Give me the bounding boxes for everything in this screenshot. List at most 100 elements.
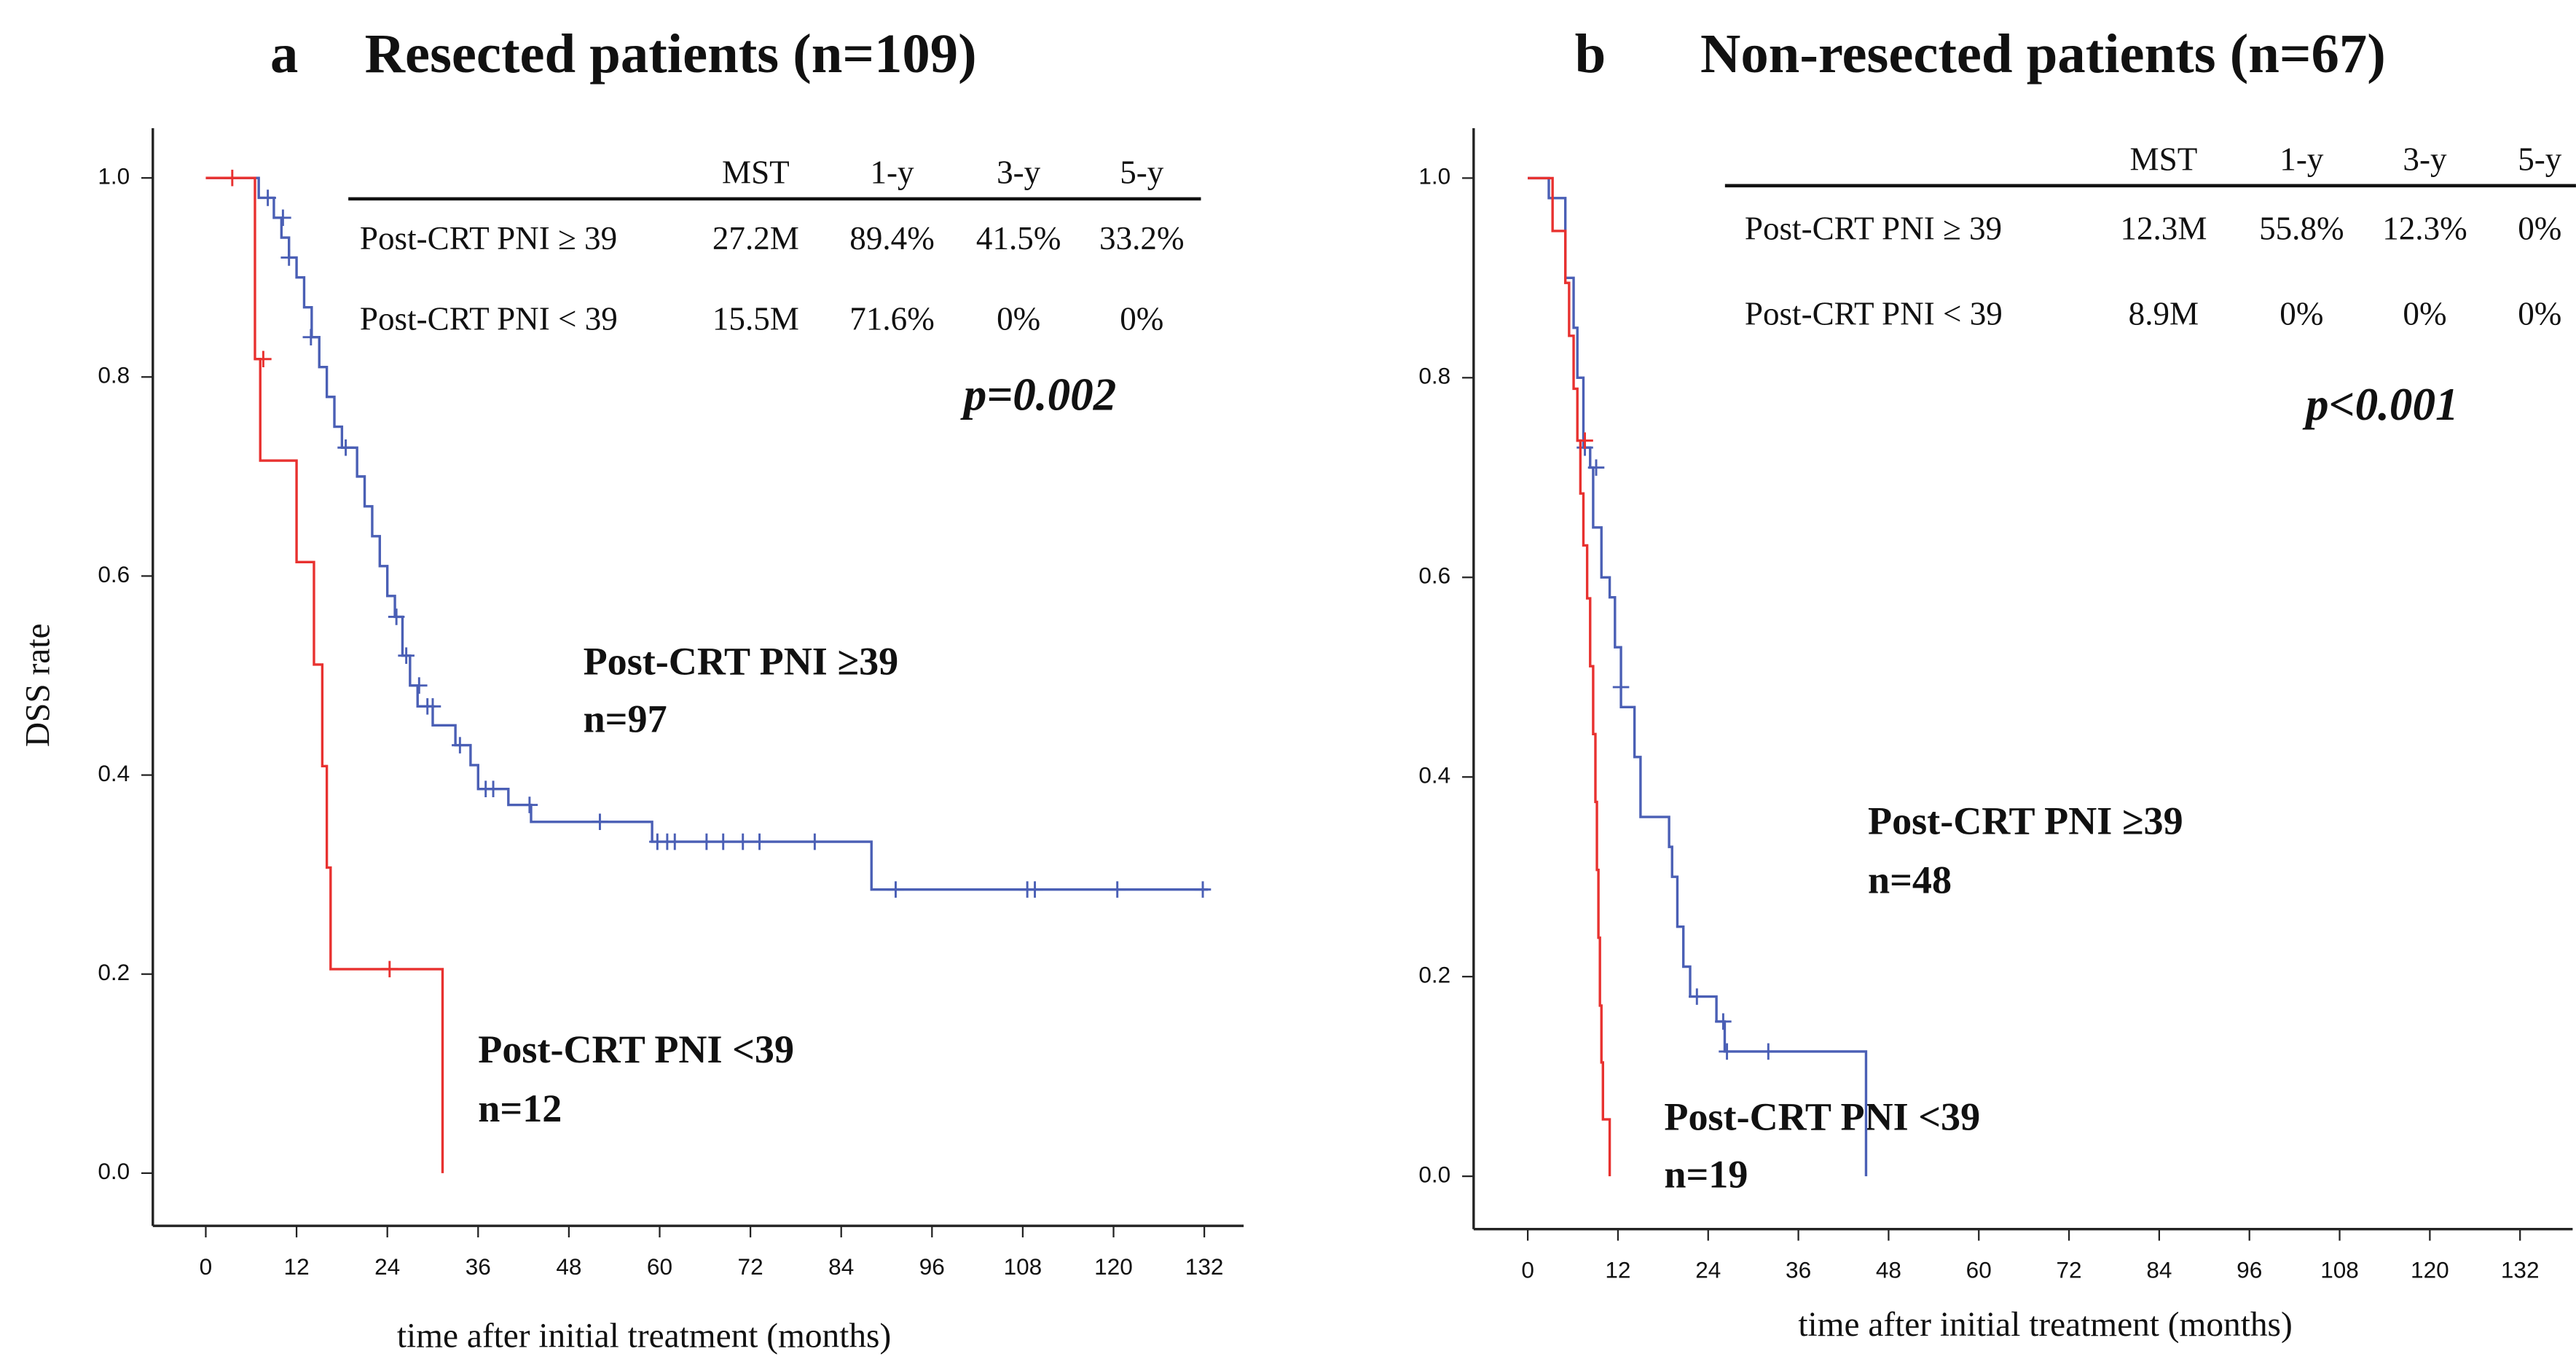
censor-mark [452, 737, 468, 754]
x-tick-label: 12 [284, 1253, 310, 1280]
annotation: n=19 [1664, 1152, 1748, 1196]
y-tick-label: 1.0 [1418, 163, 1450, 189]
x-tick-label: 48 [556, 1253, 581, 1280]
censor-mark [1612, 678, 1630, 696]
y-axis-label: DSS rate [19, 624, 57, 748]
survival-curve [205, 176, 1209, 891]
table-row-label: Post-CRT PNI ≥ 39 [360, 220, 617, 257]
table-cell: 15.5M [712, 300, 799, 337]
y-tick-label: 0.4 [1418, 762, 1450, 788]
table-header: 3-y [2403, 141, 2447, 178]
censor-mark [1576, 432, 1593, 449]
table-header: 1-y [870, 154, 914, 191]
x-tick-label: 0 [200, 1253, 213, 1280]
censor-mark [666, 833, 683, 850]
x-tick-label: 72 [738, 1253, 763, 1280]
censor-mark [1719, 1043, 1735, 1060]
censor-mark [388, 608, 405, 625]
censor-mark [255, 351, 272, 368]
censor-mark [521, 796, 538, 813]
censor-mark [381, 960, 398, 978]
x-tick-label: 0 [1521, 1257, 1534, 1283]
table-header: 5-y [1120, 154, 1164, 191]
x-tick-label: 120 [1094, 1253, 1133, 1280]
p-value: p<0.001 [2302, 379, 2459, 430]
y-tick-label: 0.8 [98, 362, 130, 388]
x-tick-label: 72 [2057, 1257, 2082, 1283]
table-cell: 8.9M [2129, 296, 2199, 332]
censor-mark [411, 677, 428, 694]
table-header: 5-y [2518, 141, 2562, 178]
x-axis-label: time after initial treatment (months) [397, 1318, 891, 1355]
table-cell: 0% [2279, 296, 2323, 332]
censor-mark [424, 698, 441, 715]
censor-mark [751, 833, 768, 850]
censor-mark [302, 329, 320, 345]
censor-mark [1760, 1043, 1777, 1060]
table-cell: 0% [1120, 300, 1163, 337]
x-tick-label: 120 [2411, 1257, 2449, 1283]
annotation: n=97 [584, 697, 667, 741]
table-header: 1-y [2279, 141, 2324, 178]
censor-mark [1715, 1013, 1732, 1030]
table-cell: 0% [2518, 296, 2561, 332]
x-tick-label: 60 [1966, 1257, 1992, 1283]
censor-mark [1109, 881, 1126, 898]
censor-mark [1026, 881, 1043, 898]
table-cell: 12.3M [2120, 210, 2207, 246]
censor-mark [715, 833, 731, 850]
x-axis-label: time after initial treatment (months) [1798, 1306, 2292, 1344]
y-tick-label: 0.0 [98, 1158, 130, 1184]
annotation: Post-CRT PNI <39 [478, 1028, 794, 1071]
x-tick-label: 84 [828, 1253, 854, 1280]
censor-mark [806, 833, 823, 850]
y-tick-label: 0.8 [1418, 363, 1450, 389]
x-tick-label: 24 [1695, 1257, 1721, 1283]
panel-letter: b [1575, 23, 1606, 85]
survival-curve [1528, 176, 1868, 1177]
censor-mark [1688, 988, 1705, 1005]
table-cell: 0% [2518, 210, 2561, 246]
x-tick-label: 96 [2237, 1257, 2262, 1283]
x-tick-label: 24 [374, 1253, 400, 1280]
x-tick-label: 36 [466, 1253, 491, 1280]
x-tick-label: 132 [2501, 1257, 2540, 1283]
table-cell: 12.3% [2382, 210, 2467, 246]
table-header: MST [2130, 141, 2198, 178]
y-tick-label: 1.0 [98, 163, 130, 189]
censor-mark [734, 833, 751, 850]
p-value: p=0.002 [960, 369, 1117, 420]
annotation: n=48 [1868, 858, 1952, 902]
annotation: Post-CRT PNI ≥39 [584, 640, 899, 684]
censor-mark [887, 881, 904, 898]
table-row-label: Post-CRT PNI < 39 [360, 300, 618, 337]
annotation: Post-CRT PNI <39 [1664, 1095, 1980, 1138]
table-cell: 33.2% [1099, 220, 1184, 257]
table-row-label: Post-CRT PNI ≥ 39 [1745, 210, 2002, 246]
table-header: MST [722, 154, 790, 191]
table-cell: 55.8% [2259, 210, 2344, 246]
table-header: 3-y [997, 154, 1041, 191]
chart-title: Non-resected patients (n=67) [1700, 23, 2386, 85]
censor-mark [592, 813, 608, 831]
censor-mark [275, 209, 291, 227]
x-tick-label: 36 [1786, 1257, 1811, 1283]
table-cell: 0% [2403, 296, 2446, 332]
table-cell: 27.2M [712, 220, 799, 257]
x-tick-label: 12 [1605, 1257, 1630, 1283]
table-row-label: Post-CRT PNI < 39 [1745, 296, 2003, 332]
y-tick-label: 0.4 [98, 760, 130, 786]
y-tick-label: 0.6 [1418, 563, 1450, 589]
y-tick-label: 0.2 [1418, 962, 1450, 988]
table-cell: 71.6% [849, 300, 934, 337]
annotation: n=12 [478, 1087, 562, 1130]
annotation: Post-CRT PNI ≥39 [1868, 799, 2183, 842]
censor-mark [1587, 459, 1605, 476]
y-tick-label: 0.2 [98, 959, 130, 985]
censor-mark [337, 439, 354, 456]
censor-mark [224, 169, 241, 187]
censor-mark [484, 780, 502, 797]
censor-mark [259, 189, 276, 206]
panel-letter: a [270, 23, 298, 85]
